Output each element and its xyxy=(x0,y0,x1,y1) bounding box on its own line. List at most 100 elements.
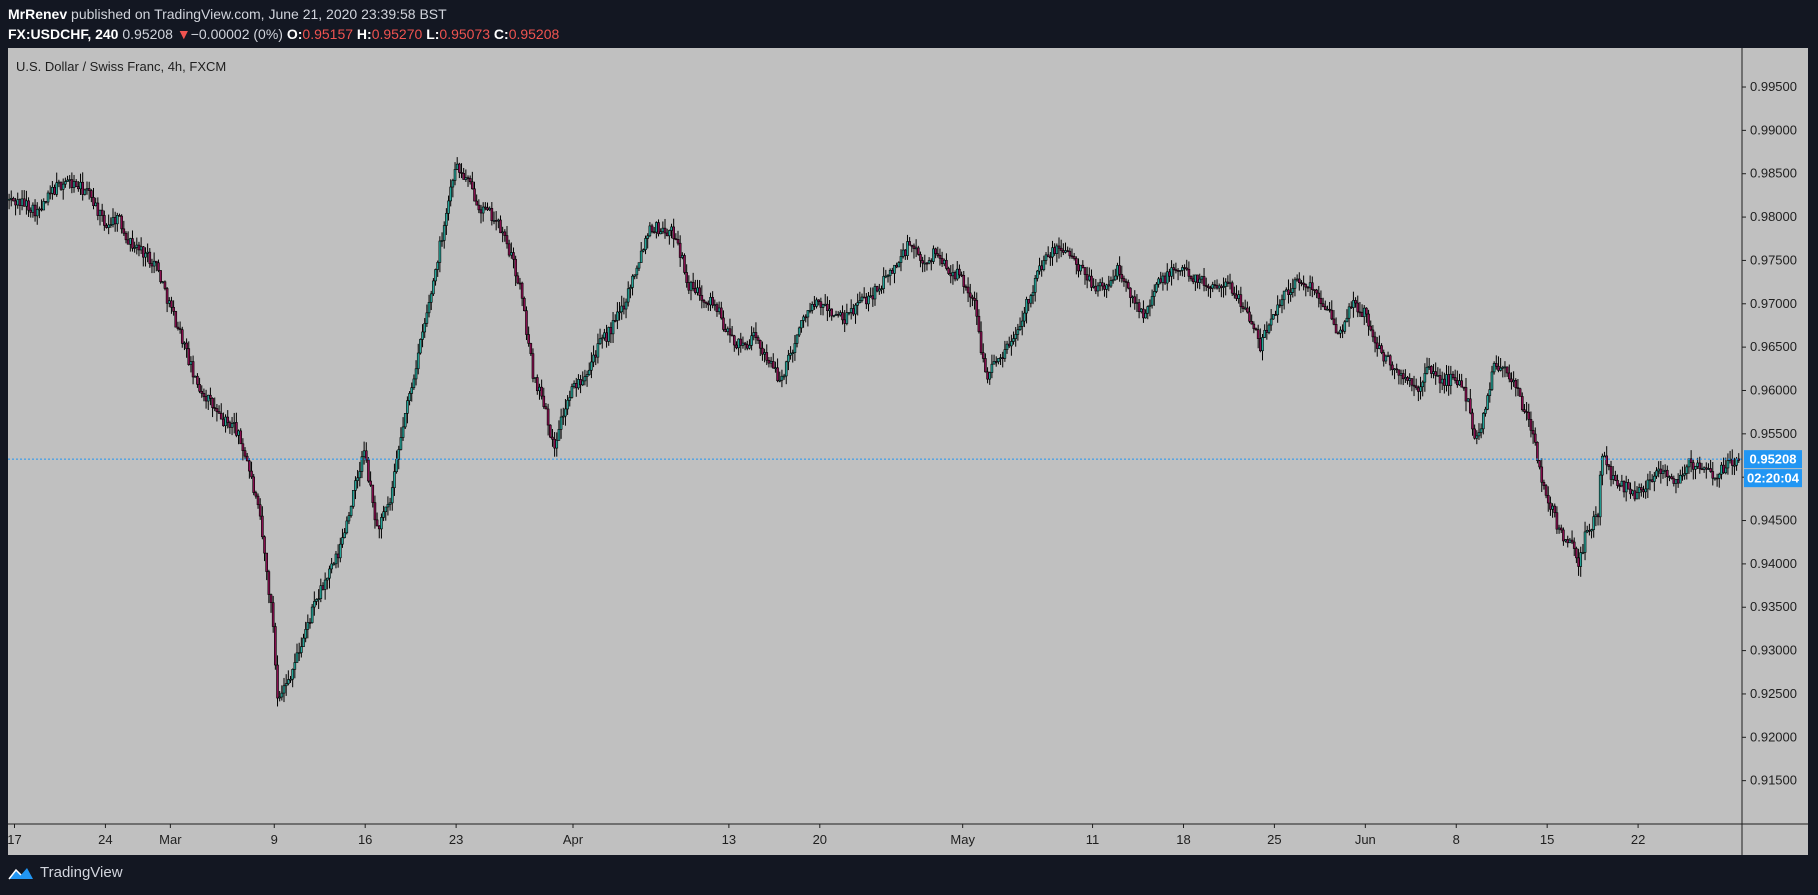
candle-body xyxy=(217,411,221,414)
candle-body xyxy=(219,412,223,420)
time-axis[interactable]: 17 24 Mar 9 16 23 Apr 13 20 May 11 18 25 Jun 8 15 22 xyxy=(8,824,1645,847)
candle-body xyxy=(1430,366,1433,374)
candle-body xyxy=(577,379,580,389)
candle-body xyxy=(1274,314,1277,316)
candle-body xyxy=(1349,306,1353,309)
price-axis[interactable]: 0.99500 0.99000 0.98500 0.98000 0.97500 0.970… xyxy=(1742,79,1797,788)
candle-body xyxy=(631,275,634,288)
candle-body xyxy=(1670,476,1673,479)
candle-body xyxy=(546,408,550,426)
candle-body xyxy=(157,262,160,271)
candle-body xyxy=(620,305,624,313)
candle-body xyxy=(68,179,71,181)
candle-body xyxy=(458,163,461,173)
candle-body xyxy=(256,495,260,506)
candle-body xyxy=(1092,285,1095,288)
candle-body xyxy=(64,181,67,185)
candle-body xyxy=(1291,287,1295,293)
tradingview-logo-icon xyxy=(8,867,33,879)
candle-body xyxy=(1209,287,1212,290)
candle-body xyxy=(167,300,171,304)
candle-body xyxy=(732,335,736,346)
candle-body xyxy=(475,200,478,206)
candle-body xyxy=(843,319,846,324)
candle-body xyxy=(494,220,498,222)
candle-body xyxy=(514,258,517,277)
candle-body xyxy=(676,239,680,244)
candle-body xyxy=(232,422,236,424)
candle-body xyxy=(1159,278,1163,283)
candle-body xyxy=(471,181,474,190)
price-tags: 0.95208 02:20:04 xyxy=(1744,450,1802,488)
candle-body xyxy=(596,343,600,358)
candle-body xyxy=(1575,548,1578,559)
candle-body xyxy=(1033,278,1037,293)
candle-body xyxy=(336,553,340,559)
candle-body xyxy=(616,311,619,321)
candle-body xyxy=(1341,329,1344,332)
candle-body xyxy=(1717,473,1721,479)
candle-body xyxy=(200,390,204,394)
candle-body xyxy=(758,340,762,349)
candle-body xyxy=(1542,481,1546,486)
candle-body xyxy=(55,182,59,195)
author-name[interactable]: MrRenev xyxy=(8,6,68,22)
chart-area[interactable]: U.S. Dollar / Swiss Franc, 4h, FXCM 0.99… xyxy=(8,48,1808,855)
candle-body xyxy=(1252,323,1256,330)
candle-body xyxy=(48,192,52,195)
candle-body xyxy=(144,252,147,258)
candle-body xyxy=(308,622,312,624)
candle-body xyxy=(603,332,606,339)
candle-body xyxy=(1440,378,1444,384)
candle-body xyxy=(302,637,305,647)
candle-body xyxy=(808,310,812,312)
candle-body xyxy=(670,226,673,231)
y-tick-label: 0.91500 xyxy=(1750,773,1797,788)
candle-body xyxy=(815,299,818,307)
candle-body xyxy=(44,201,48,203)
candle-body xyxy=(1434,371,1437,376)
x-tick-label: 18 xyxy=(1176,832,1190,847)
candle-body xyxy=(1384,355,1388,362)
candle-body xyxy=(912,245,916,249)
candle-body xyxy=(1715,477,1719,480)
candle-body xyxy=(280,692,284,698)
candle-body xyxy=(27,200,30,211)
candle-body xyxy=(810,304,814,311)
candle-body xyxy=(261,515,264,538)
candle-body xyxy=(1157,278,1160,285)
candle-body xyxy=(1062,250,1065,253)
candle-body xyxy=(1300,282,1303,285)
candle-body xyxy=(1146,306,1150,314)
brand-name: TradingView xyxy=(40,864,123,881)
chart-title: U.S. Dollar / Swiss Franc, 4h, FXCM xyxy=(16,59,226,74)
candle-body xyxy=(1559,527,1563,531)
candlestick-chart[interactable]: U.S. Dollar / Swiss Franc, 4h, FXCM 0.99… xyxy=(8,48,1808,855)
candle-body xyxy=(1323,306,1327,310)
candle-body xyxy=(297,652,301,654)
x-tick-label: Apr xyxy=(563,832,584,847)
candle-body xyxy=(1469,398,1472,414)
open-label: O: xyxy=(286,26,303,42)
candle-body xyxy=(1200,276,1204,280)
close-value: 0.95208 xyxy=(508,26,560,42)
candle-body xyxy=(1644,488,1647,493)
change-value: −0.00002 (0%) xyxy=(190,26,283,42)
candle-body xyxy=(1624,482,1628,493)
candle-body xyxy=(421,331,424,340)
low-value: 0.95073 xyxy=(439,26,491,42)
candle-body xyxy=(975,300,979,317)
candle-body xyxy=(258,504,262,517)
candle-body xyxy=(951,272,955,277)
candle-body xyxy=(1295,278,1299,281)
candle-body xyxy=(624,301,628,310)
candle-body xyxy=(42,201,46,211)
candle-body xyxy=(1276,304,1279,316)
candle-body xyxy=(730,334,734,337)
candle-body xyxy=(1460,380,1463,388)
candle-body xyxy=(349,506,353,516)
candle-body xyxy=(159,270,162,283)
candle-body xyxy=(116,215,119,225)
tradingview-logo[interactable]: TradingView xyxy=(8,864,123,881)
candle-body xyxy=(600,337,604,340)
